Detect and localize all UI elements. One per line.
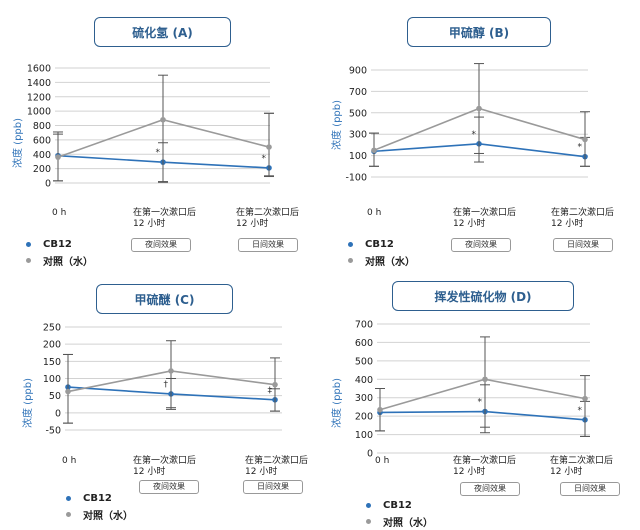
legend-dot-control <box>366 518 371 524</box>
data-point <box>55 154 61 160</box>
legend-b: CB12 对照（水） <box>348 236 415 268</box>
y-tick-label: 300 <box>349 130 367 141</box>
y-tick-label: 400 <box>33 150 51 161</box>
x-label-d-0: 0 h <box>375 456 390 466</box>
significance-marker: † <box>164 380 169 390</box>
data-point <box>65 388 71 395</box>
tag-day-d: 日间效果 <box>560 482 620 496</box>
legend-dot-cb12 <box>26 241 31 247</box>
y-tick-label: -100 <box>345 173 367 184</box>
y-tick-label: 1400 <box>27 78 51 89</box>
y-tick-label: 700 <box>349 87 367 98</box>
y-tick-label: 700 <box>355 320 373 331</box>
y-tick-label: 1200 <box>27 92 51 103</box>
chart-title-c: 甲硫醚 (C) <box>96 284 233 314</box>
x-label-b-1: 在第一次漱口后 12 小时 <box>453 208 517 229</box>
legend-dot-control <box>26 257 31 263</box>
y-tick-label: 150 <box>43 357 61 368</box>
chart-title-a: 硫化氢 (A) <box>94 17 231 47</box>
significance-marker: ‡ <box>268 386 273 396</box>
plot-a: 0 200 400 600 800 1000 1200 1400 1600 * * <box>27 64 274 190</box>
y-tick-label: 50 <box>49 391 61 402</box>
data-point <box>160 116 166 123</box>
chart-title-d: 挥发性硫化物 (D) <box>392 281 574 311</box>
x-label-c-0: 0 h <box>62 456 77 466</box>
chart-panel-b: 甲硫醇 (B) 浓度 (ppb) -100 100 300 500 700 900 * * 0… <box>320 0 640 268</box>
chart-panel-d: 挥发性硫化物 (D) 浓度 (ppb) 0 100 200 300 400 500 600 7… <box>320 265 640 530</box>
y-tick-label: 600 <box>33 135 51 146</box>
x-label-d-1: 在第一次漱口后 12 小时 <box>453 456 517 477</box>
tag-day-b: 日间效果 <box>553 238 613 252</box>
significance-marker: * <box>156 148 161 158</box>
y-tick-label: 500 <box>355 356 373 367</box>
y-tick-label: 0 <box>367 449 373 460</box>
legend-a: CB12 对照（水） <box>26 236 93 268</box>
legend-dot-cb12 <box>366 502 371 508</box>
data-point <box>272 381 278 388</box>
y-tick-label: 250 <box>43 323 61 334</box>
y-tick-label: 100 <box>43 374 61 385</box>
y-tick-label: 800 <box>33 121 51 132</box>
significance-marker: * <box>478 398 483 408</box>
significance-marker: * <box>472 130 477 140</box>
y-tick-label: 0 <box>45 179 51 190</box>
legend-dot-cb12 <box>66 495 71 501</box>
y-tick-label: 600 <box>355 338 373 349</box>
data-point <box>476 105 482 112</box>
data-point <box>266 144 272 150</box>
y-tick-label: 1600 <box>27 64 51 75</box>
chart-title-b: 甲硫醇 (B) <box>407 17 551 47</box>
legend-dot-cb12 <box>348 241 353 247</box>
y-tick-label: 100 <box>355 430 373 441</box>
y-tick-label: 200 <box>33 164 51 175</box>
tag-night-c: 夜间效果 <box>139 480 199 494</box>
y-tick-label: 900 <box>349 66 367 77</box>
tag-night-b: 夜间效果 <box>451 238 511 252</box>
x-label-a-1: 在第一次漱口后 12 小时 <box>133 208 197 229</box>
legend-d: CB12 对照（水） <box>366 497 433 529</box>
data-point <box>377 406 383 413</box>
significance-marker: * <box>578 143 583 153</box>
x-label-d-2: 在第二次漱口后 12 小时 <box>550 456 614 477</box>
x-label-a-0: 0 h <box>52 208 67 218</box>
y-tick-label: 0 <box>55 408 61 419</box>
legend-dot-control <box>66 511 71 517</box>
x-label-c-2: 在第二次漱口后 12 小时 <box>245 456 309 477</box>
data-point <box>582 136 588 143</box>
chart-panel-a: 硫化氢 (A) 浓度 (ppb) 0 200 400 600 800 1000 1200 14… <box>0 0 320 268</box>
plot-d: 0 100 200 300 400 500 600 700 * * <box>355 320 590 460</box>
data-point <box>371 147 377 154</box>
y-tick-label: 400 <box>355 375 373 386</box>
significance-marker: * <box>262 154 267 164</box>
chart-panel-c: 甲硫醚 (C) 浓度 (ppb) -50 0 50 100 150 200 250 † ‡ 0 … <box>0 265 320 530</box>
tag-day-c: 日间效果 <box>243 480 303 494</box>
y-tick-label: -50 <box>45 426 61 437</box>
data-point <box>582 395 588 402</box>
x-label-b-2: 在第二次漱口后 12 小时 <box>551 208 615 229</box>
y-tick-label: 1000 <box>27 107 51 118</box>
y-tick-label: 200 <box>355 412 373 423</box>
y-tick-label: 200 <box>43 340 61 351</box>
x-label-c-1: 在第一次漱口后 12 小时 <box>133 456 197 477</box>
plot-b: -100 100 300 500 700 900 * * <box>345 63 590 184</box>
y-tick-label: 500 <box>349 108 367 119</box>
data-point <box>168 368 174 374</box>
tag-day-a: 日间效果 <box>238 238 298 252</box>
y-tick-label: 100 <box>349 151 367 162</box>
x-label-b-0: 0 h <box>367 208 382 218</box>
y-tick-label: 300 <box>355 393 373 404</box>
tag-night-d: 夜间效果 <box>460 482 520 496</box>
series-line-1 <box>379 378 586 411</box>
significance-marker: * <box>578 406 583 416</box>
plot-c: -50 0 50 100 150 200 250 † ‡ <box>43 323 282 437</box>
tag-night-a: 夜间效果 <box>131 238 191 252</box>
data-point <box>482 376 488 383</box>
x-label-a-2: 在第二次漱口后 12 小时 <box>236 208 300 229</box>
legend-c: CB12 对照（水） <box>66 490 133 522</box>
legend-dot-control <box>348 257 353 263</box>
